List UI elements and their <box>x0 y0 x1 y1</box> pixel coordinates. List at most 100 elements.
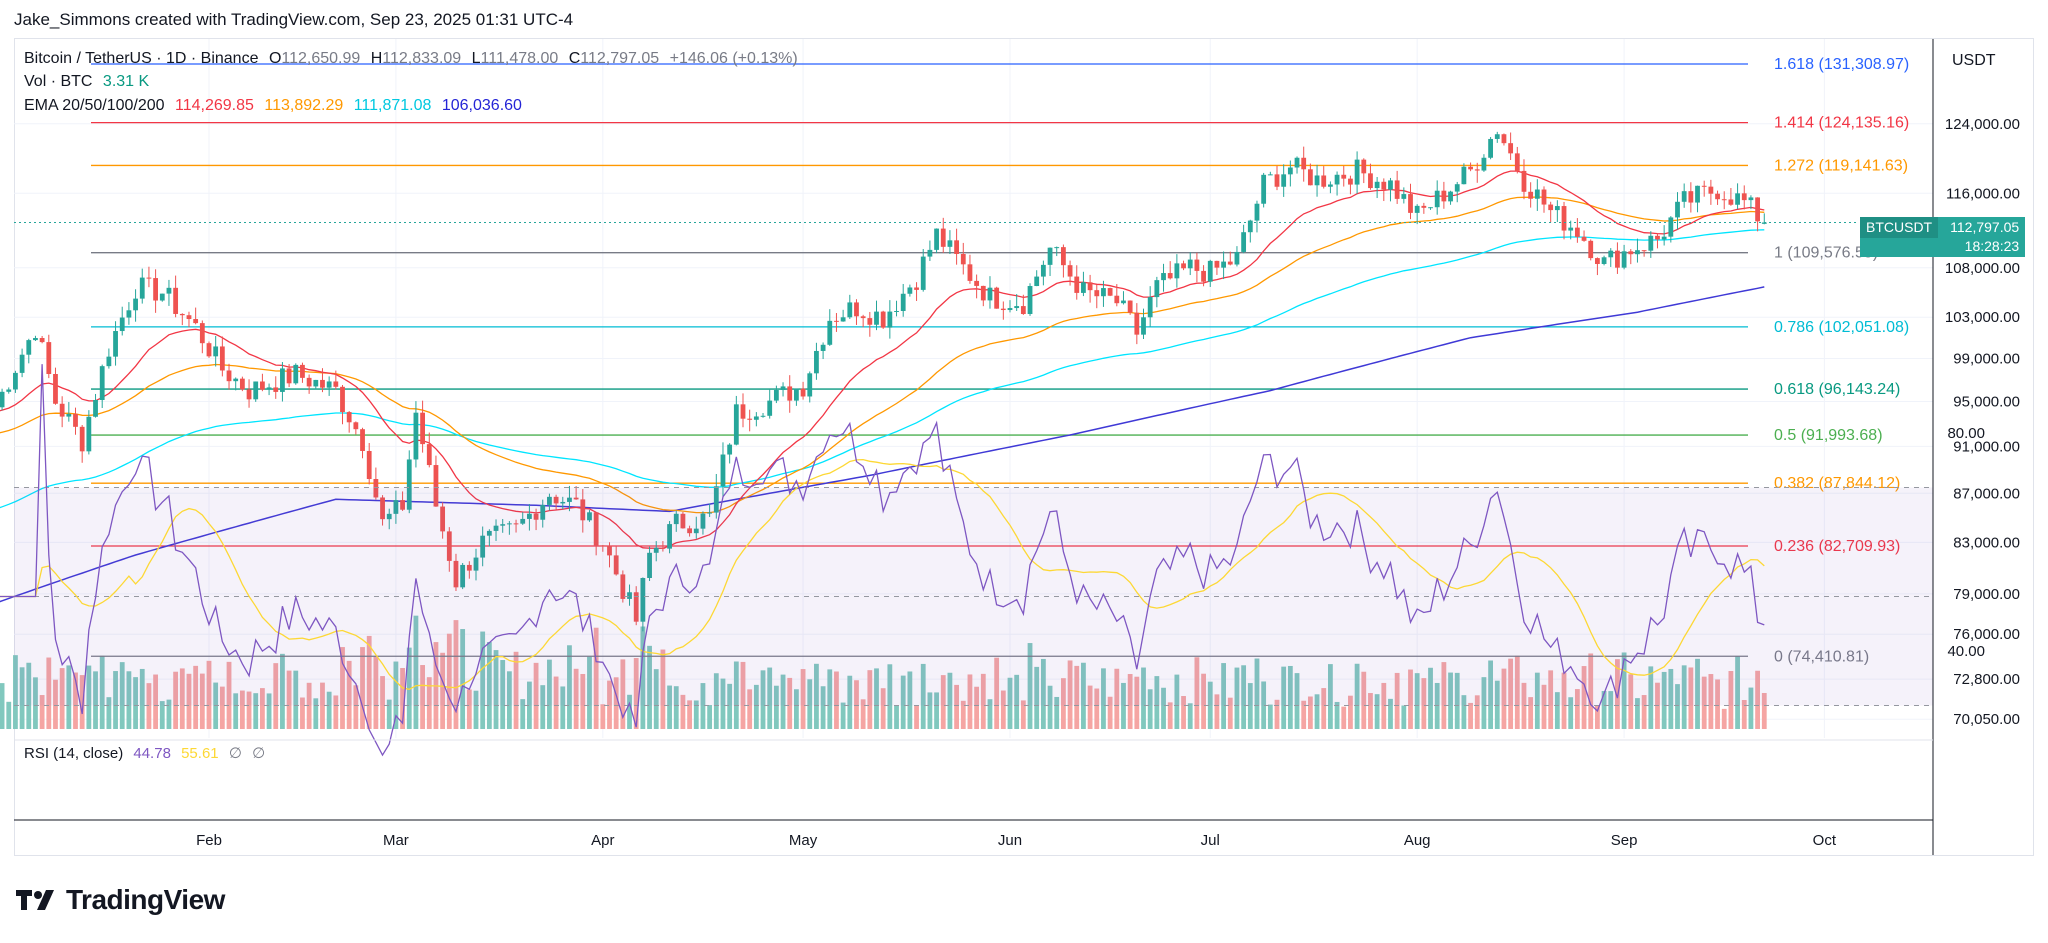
volume-bar <box>854 680 859 729</box>
volume-bar <box>647 645 652 729</box>
fib-levels: 1.618 (131,308.97) 1.414 (124,135.16) 1.27… <box>91 56 1909 665</box>
candle-body <box>1728 199 1734 205</box>
volume-bar <box>1348 695 1353 729</box>
legend-symbol[interactable]: Bitcoin / TetherUS · 1D · Binance <box>24 50 259 67</box>
candle-body <box>1234 251 1240 265</box>
candle-body <box>0 391 5 408</box>
volume-bar <box>1334 701 1340 729</box>
candle-body <box>166 287 172 294</box>
volume-bar <box>1554 692 1560 729</box>
volume-bar <box>1227 697 1233 729</box>
candle-body <box>1688 191 1694 203</box>
candle-body <box>553 496 559 504</box>
volume-bar <box>166 699 172 729</box>
volume-bar <box>720 678 726 729</box>
candle-body <box>880 311 886 328</box>
volume-bar <box>1094 688 1100 729</box>
candle-body <box>306 377 312 387</box>
legend-open: 112,650.99 <box>281 50 361 67</box>
candle-body <box>300 364 305 378</box>
candle-body <box>133 298 138 311</box>
volume-bar <box>887 664 893 729</box>
candle-body <box>193 319 199 324</box>
volume-bar <box>820 686 826 729</box>
volume-bar <box>446 633 452 729</box>
candle-body <box>1101 288 1106 297</box>
candle-body <box>773 390 779 401</box>
currency-label[interactable]: USDT <box>1952 52 1996 69</box>
volume-bar <box>1494 680 1500 729</box>
badge-symbol: BTCUSDT <box>1860 217 1939 238</box>
volume-bar <box>293 670 299 729</box>
candle-body <box>1054 247 1060 249</box>
legend-rsi-ma: 55.61 <box>181 745 219 762</box>
volume-bar <box>954 684 959 729</box>
candle-body <box>747 418 753 420</box>
legend-ema20: 114,269.85 <box>175 97 254 114</box>
legend-ema100: 111,871.08 <box>353 97 432 114</box>
candle-body <box>660 547 666 549</box>
candle-body <box>1494 134 1500 139</box>
candle-body <box>1094 290 1100 297</box>
volume-bar <box>500 660 506 729</box>
volume-bar <box>1595 705 1600 729</box>
candle-body <box>533 513 539 520</box>
candle-body <box>687 528 692 534</box>
volume-bar <box>540 685 546 729</box>
candle-body <box>326 381 332 388</box>
volume-bar <box>553 676 559 729</box>
candle-body <box>260 381 265 390</box>
candle-body <box>86 416 92 452</box>
candle-body <box>1020 306 1026 315</box>
candle-body <box>994 287 1000 309</box>
candle-body <box>727 444 733 455</box>
volume-bar <box>226 661 232 729</box>
volume-bar <box>1568 697 1574 729</box>
y-tick-label: 103,000.00 <box>1945 309 2020 326</box>
volume-bar <box>313 698 319 729</box>
volume-bar <box>533 662 539 729</box>
volume-bar <box>1328 664 1333 729</box>
volume-bar <box>987 699 993 729</box>
volume-bar <box>1448 672 1453 729</box>
candle-body <box>934 228 939 250</box>
candle-body <box>1448 191 1453 202</box>
volume-bar <box>1020 700 1026 729</box>
volume-bar <box>286 670 292 729</box>
candle-body <box>1434 190 1440 208</box>
candle-body <box>1721 199 1727 201</box>
volume-bar <box>460 629 466 729</box>
volume-bar <box>1368 693 1373 729</box>
candle-body <box>520 518 526 524</box>
candle-body <box>1668 217 1674 237</box>
candle-body <box>593 512 599 546</box>
candle-body <box>480 535 486 558</box>
volume-bar <box>86 665 92 729</box>
volume-bar <box>827 669 833 729</box>
volume-bar <box>1341 706 1347 729</box>
candle-body <box>1261 174 1267 204</box>
volume-bar <box>193 665 199 729</box>
volume-bar <box>19 667 25 729</box>
volume-bar <box>894 705 899 729</box>
candle-body <box>186 315 192 320</box>
volume-bar <box>1721 708 1727 729</box>
candle-body <box>673 513 679 525</box>
volume-bar <box>1468 702 1473 729</box>
volume-bar <box>179 668 185 729</box>
candle-body <box>1748 197 1754 201</box>
chart-frame[interactable] <box>14 38 2034 856</box>
volume-bar <box>1708 674 1714 729</box>
candle-body <box>1568 227 1574 231</box>
volume-bar <box>587 656 592 729</box>
candle-body <box>1561 206 1567 231</box>
tradingview-logo[interactable]: TradingView <box>14 884 225 916</box>
candle-body <box>1695 185 1700 203</box>
candle-body <box>1741 193 1747 201</box>
volume-bar <box>353 685 359 729</box>
candle-body <box>386 513 392 520</box>
volume-bar <box>239 690 245 729</box>
candle-body <box>1087 282 1093 291</box>
candle-body <box>366 450 372 480</box>
